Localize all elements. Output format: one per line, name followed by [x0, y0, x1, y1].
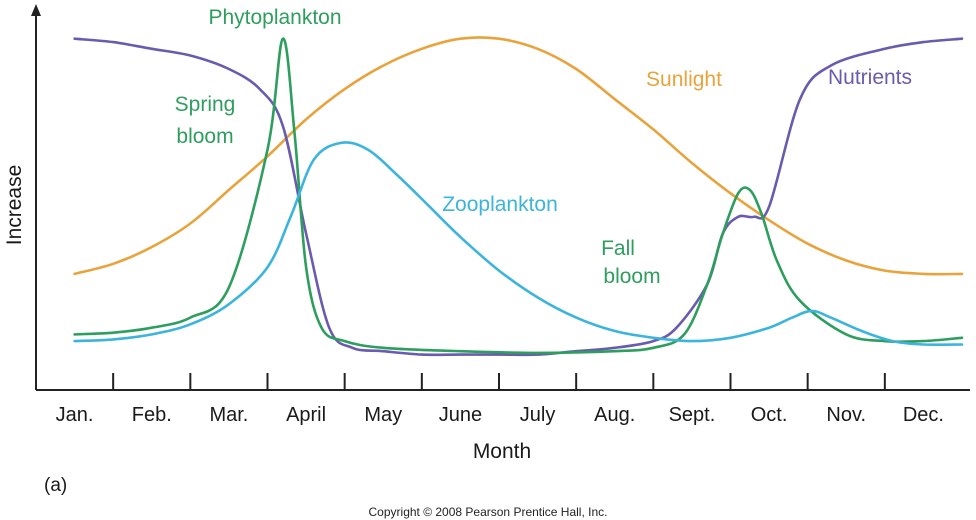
x-tick-label: July: [520, 404, 556, 426]
x-ticks: [112, 373, 886, 390]
annotation-fall-bloom: bloom: [603, 265, 660, 288]
x-tick-label: Feb.: [132, 404, 172, 426]
x-tick-label: April: [286, 404, 326, 426]
annotation-spring: Spring: [175, 93, 236, 116]
x-tick-label: Oct.: [751, 404, 788, 426]
x-tick-label: Nov.: [826, 404, 866, 426]
annotation-nutrients: Nutrients: [828, 66, 912, 89]
x-tick-label: May: [364, 404, 402, 426]
x-tick-labels: Jan. Feb. Mar. April May June July Aug. Sept. Oct…: [56, 404, 944, 426]
series-line-nutrients: [73, 37, 964, 357]
series-line-phytoplankton: [73, 37, 964, 355]
x-tick-label: Mar.: [209, 404, 248, 426]
x-tick-label: Dec.: [903, 404, 944, 426]
panel-label: (a): [44, 475, 67, 496]
y-axis-title: Increase: [3, 165, 26, 246]
axes: [31, 4, 970, 391]
annotation-sunlight: Sunlight: [646, 68, 722, 91]
copyright-notice: Copyright © 2008 Pearson Prentice Hall, …: [369, 505, 608, 519]
x-tick-label: Sept.: [669, 404, 716, 426]
annotation-fall: Fall: [601, 237, 635, 260]
x-tick-label: June: [439, 404, 482, 426]
x-tick-label: Aug.: [594, 404, 635, 426]
series-line-zooplankton: [73, 141, 964, 347]
series-lines: [73, 36, 964, 357]
y-axis-arrow-icon: [31, 4, 41, 16]
x-axis-title: Month: [473, 440, 531, 463]
series-line-sunlight: [73, 36, 964, 276]
x-tick-label: Jan.: [56, 404, 94, 426]
annotation-zooplankton: Zooplankton: [442, 193, 558, 216]
annotation-spring-bloom: bloom: [176, 125, 233, 148]
annotation-phytoplankton: Phytoplankton: [208, 6, 341, 29]
